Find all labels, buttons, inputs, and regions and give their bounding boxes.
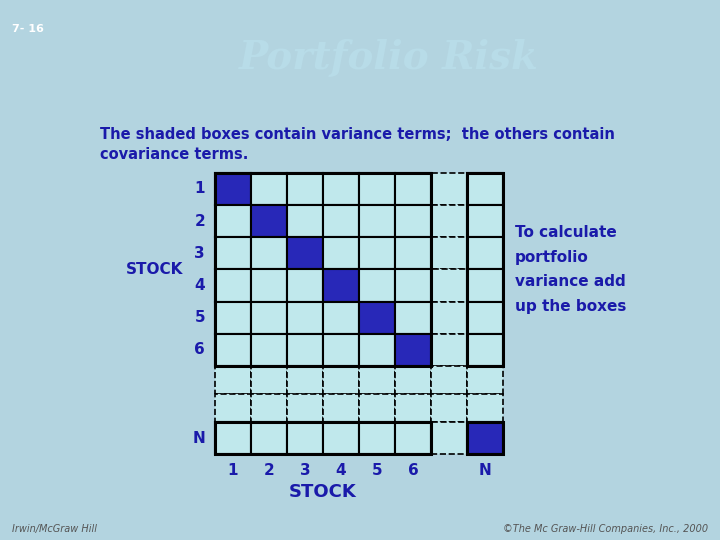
Text: N: N <box>192 431 205 446</box>
Bar <box>215 173 431 366</box>
Bar <box>251 269 287 301</box>
Bar <box>251 366 287 394</box>
Text: 1: 1 <box>228 463 238 477</box>
Bar <box>215 334 251 366</box>
Bar <box>323 237 359 269</box>
Bar <box>395 173 431 205</box>
Bar <box>359 422 395 455</box>
Text: STOCK: STOCK <box>126 262 184 277</box>
Bar <box>395 334 431 366</box>
Bar <box>467 422 503 455</box>
Bar <box>431 394 467 422</box>
Bar <box>251 394 287 422</box>
Bar <box>359 269 395 301</box>
Text: 6: 6 <box>408 463 418 477</box>
Bar <box>215 422 431 455</box>
Text: 2: 2 <box>194 213 205 228</box>
Text: STOCK: STOCK <box>289 483 357 501</box>
Bar <box>395 269 431 301</box>
Text: ©The Mc Graw-Hill Companies, Inc., 2000: ©The Mc Graw-Hill Companies, Inc., 2000 <box>503 524 708 534</box>
Bar <box>431 173 467 205</box>
Bar <box>251 422 287 455</box>
Bar <box>215 422 251 455</box>
Text: 1: 1 <box>194 181 205 197</box>
Text: 7- 16: 7- 16 <box>12 24 43 35</box>
Bar <box>287 394 323 422</box>
Bar <box>215 269 251 301</box>
Bar <box>359 334 395 366</box>
Bar <box>251 301 287 334</box>
Bar <box>251 173 287 205</box>
Bar <box>395 394 431 422</box>
Bar <box>287 301 323 334</box>
Bar <box>287 237 323 269</box>
Text: 5: 5 <box>194 310 205 325</box>
Bar <box>215 205 251 237</box>
Text: 2: 2 <box>264 463 274 477</box>
Bar <box>215 366 251 394</box>
Bar <box>467 301 503 334</box>
Bar <box>359 366 395 394</box>
Bar <box>287 205 323 237</box>
Bar <box>467 269 503 301</box>
Bar <box>287 334 323 366</box>
Text: Portfolio Risk: Portfolio Risk <box>239 39 539 77</box>
Bar <box>215 394 251 422</box>
Bar <box>359 301 395 334</box>
Text: 4: 4 <box>194 278 205 293</box>
Bar <box>359 173 395 205</box>
Text: 3: 3 <box>194 246 205 261</box>
Bar <box>431 334 467 366</box>
Text: 5: 5 <box>372 463 382 477</box>
Bar <box>395 422 431 455</box>
Bar <box>431 422 467 455</box>
Text: 4: 4 <box>336 463 346 477</box>
Bar <box>467 173 503 205</box>
Bar <box>467 334 503 366</box>
Bar <box>323 366 359 394</box>
Bar <box>431 366 467 394</box>
Bar <box>251 334 287 366</box>
Bar <box>395 301 431 334</box>
Bar <box>467 366 503 394</box>
Bar <box>395 237 431 269</box>
Text: 3: 3 <box>300 463 310 477</box>
Bar <box>251 237 287 269</box>
Bar <box>323 205 359 237</box>
Text: The shaded boxes contain variance terms;  the others contain
covariance terms.: The shaded boxes contain variance terms;… <box>100 127 615 162</box>
Bar <box>215 173 251 205</box>
Text: N: N <box>479 463 491 477</box>
Text: Irwin/McGraw Hill: Irwin/McGraw Hill <box>12 524 97 534</box>
Bar <box>431 301 467 334</box>
Bar <box>359 237 395 269</box>
Bar <box>431 205 467 237</box>
Bar <box>467 394 503 422</box>
Bar <box>287 422 323 455</box>
Text: To calculate
portfolio
variance add
up the boxes: To calculate portfolio variance add up t… <box>515 225 626 314</box>
Bar <box>323 394 359 422</box>
Bar <box>467 237 503 269</box>
Bar <box>323 334 359 366</box>
Bar <box>323 422 359 455</box>
Bar <box>359 394 395 422</box>
Bar <box>323 301 359 334</box>
Bar <box>323 269 359 301</box>
Bar <box>467 422 503 455</box>
Bar <box>467 173 503 366</box>
Bar <box>431 269 467 301</box>
Text: 6: 6 <box>194 342 205 357</box>
Bar <box>215 301 251 334</box>
Bar <box>287 269 323 301</box>
Bar <box>287 366 323 394</box>
Bar <box>467 205 503 237</box>
Bar <box>395 366 431 394</box>
Bar <box>323 173 359 205</box>
Bar <box>215 237 251 269</box>
Bar <box>395 205 431 237</box>
Bar <box>251 205 287 237</box>
Bar <box>359 205 395 237</box>
Bar <box>287 173 323 205</box>
Bar <box>431 237 467 269</box>
